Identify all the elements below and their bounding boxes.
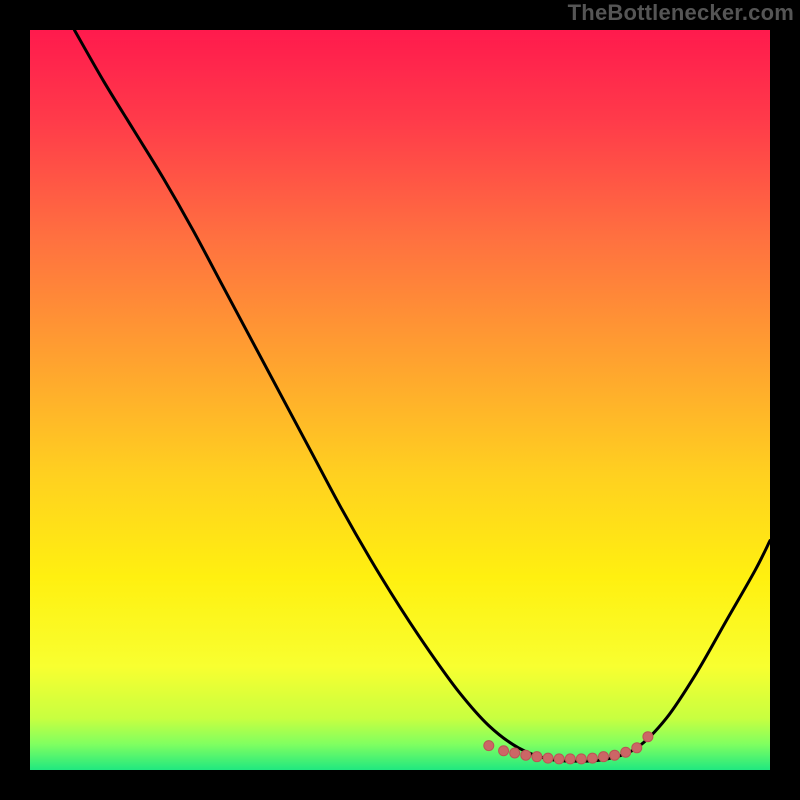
trough-marker <box>621 747 631 757</box>
trough-marker <box>554 754 564 764</box>
trough-marker <box>543 753 553 763</box>
trough-marker <box>632 743 642 753</box>
watermark-text: TheBottlenecker.com <box>568 0 794 26</box>
chart-container: { "watermark": { "text": "TheBottlenecke… <box>0 0 800 800</box>
trough-marker <box>484 741 494 751</box>
trough-marker <box>587 753 597 763</box>
trough-marker <box>532 752 542 762</box>
trough-marker <box>599 752 609 762</box>
trough-marker <box>499 746 509 756</box>
trough-marker <box>510 748 520 758</box>
trough-marker <box>565 754 575 764</box>
trough-marker <box>521 750 531 760</box>
trough-marker <box>576 754 586 764</box>
bottleneck-curve-chart <box>0 0 800 800</box>
trough-marker <box>610 750 620 760</box>
trough-marker <box>643 732 653 742</box>
